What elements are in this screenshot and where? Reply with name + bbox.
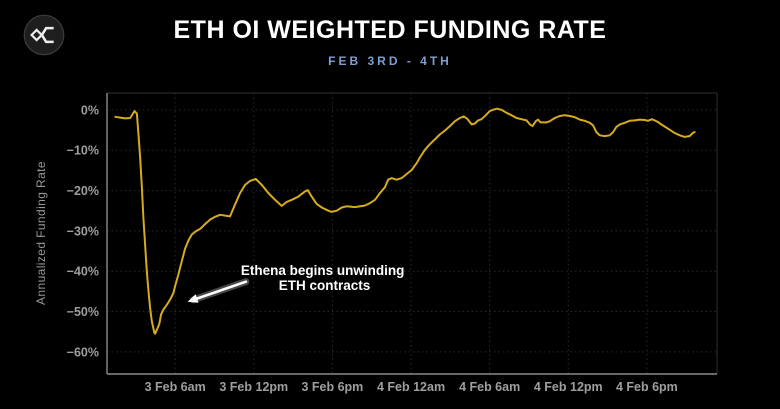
sigma-diamond-logo-icon	[23, 14, 65, 56]
y-tick-label: −10%	[67, 144, 99, 158]
y-tick-label: −20%	[67, 184, 99, 198]
annotation-line2: ETH contracts	[279, 278, 371, 293]
x-tick-label: 3 Feb 12pm	[219, 380, 288, 394]
annotation-line1: Ethena begins unwinding	[241, 263, 405, 278]
y-tick-label: −50%	[67, 305, 99, 319]
y-tick-label: −60%	[67, 345, 99, 359]
annotation: Ethena begins unwinding ETH contracts	[187, 263, 408, 304]
x-tick-label: 3 Feb 6pm	[301, 380, 363, 394]
tick-layer: 0% −10% −20% −30% −40% −50% −60% 3 Feb 6am 3 Feb…	[67, 103, 678, 394]
x-tick-label: 4 Feb 12am	[377, 380, 445, 394]
annotation-arrowhead	[187, 294, 199, 303]
x-tick-label: 3 Feb 6am	[145, 380, 206, 394]
series-layer	[114, 107, 696, 335]
annotation-text: Ethena begins unwinding ETH contracts	[241, 263, 408, 293]
logo-diamond-stroke	[30, 28, 44, 42]
funding-rate-line	[114, 107, 696, 335]
page-title: ETH OI WEIGHTED FUNDING RATE	[173, 16, 607, 44]
y-tick-label: −30%	[67, 224, 99, 238]
y-tick-label: 0%	[81, 103, 99, 117]
frame-layer	[106, 92, 718, 375]
header: ETH OI WEIGHTED FUNDING RATE FEB 3RD - 4…	[0, 0, 780, 68]
x-tick-label: 4 Feb 6am	[459, 380, 520, 394]
y-tick-label: −40%	[67, 265, 99, 279]
x-tick-label: 4 Feb 6pm	[616, 380, 678, 394]
logo-circle	[23, 14, 65, 56]
y-axis-title: Annualized Funding Rate	[34, 161, 48, 305]
grid-layer	[107, 93, 717, 374]
annotation-arrow	[191, 280, 248, 302]
x-tick-label: 4 Feb 12pm	[534, 380, 603, 394]
page-subtitle: FEB 3RD - 4TH	[328, 54, 452, 68]
